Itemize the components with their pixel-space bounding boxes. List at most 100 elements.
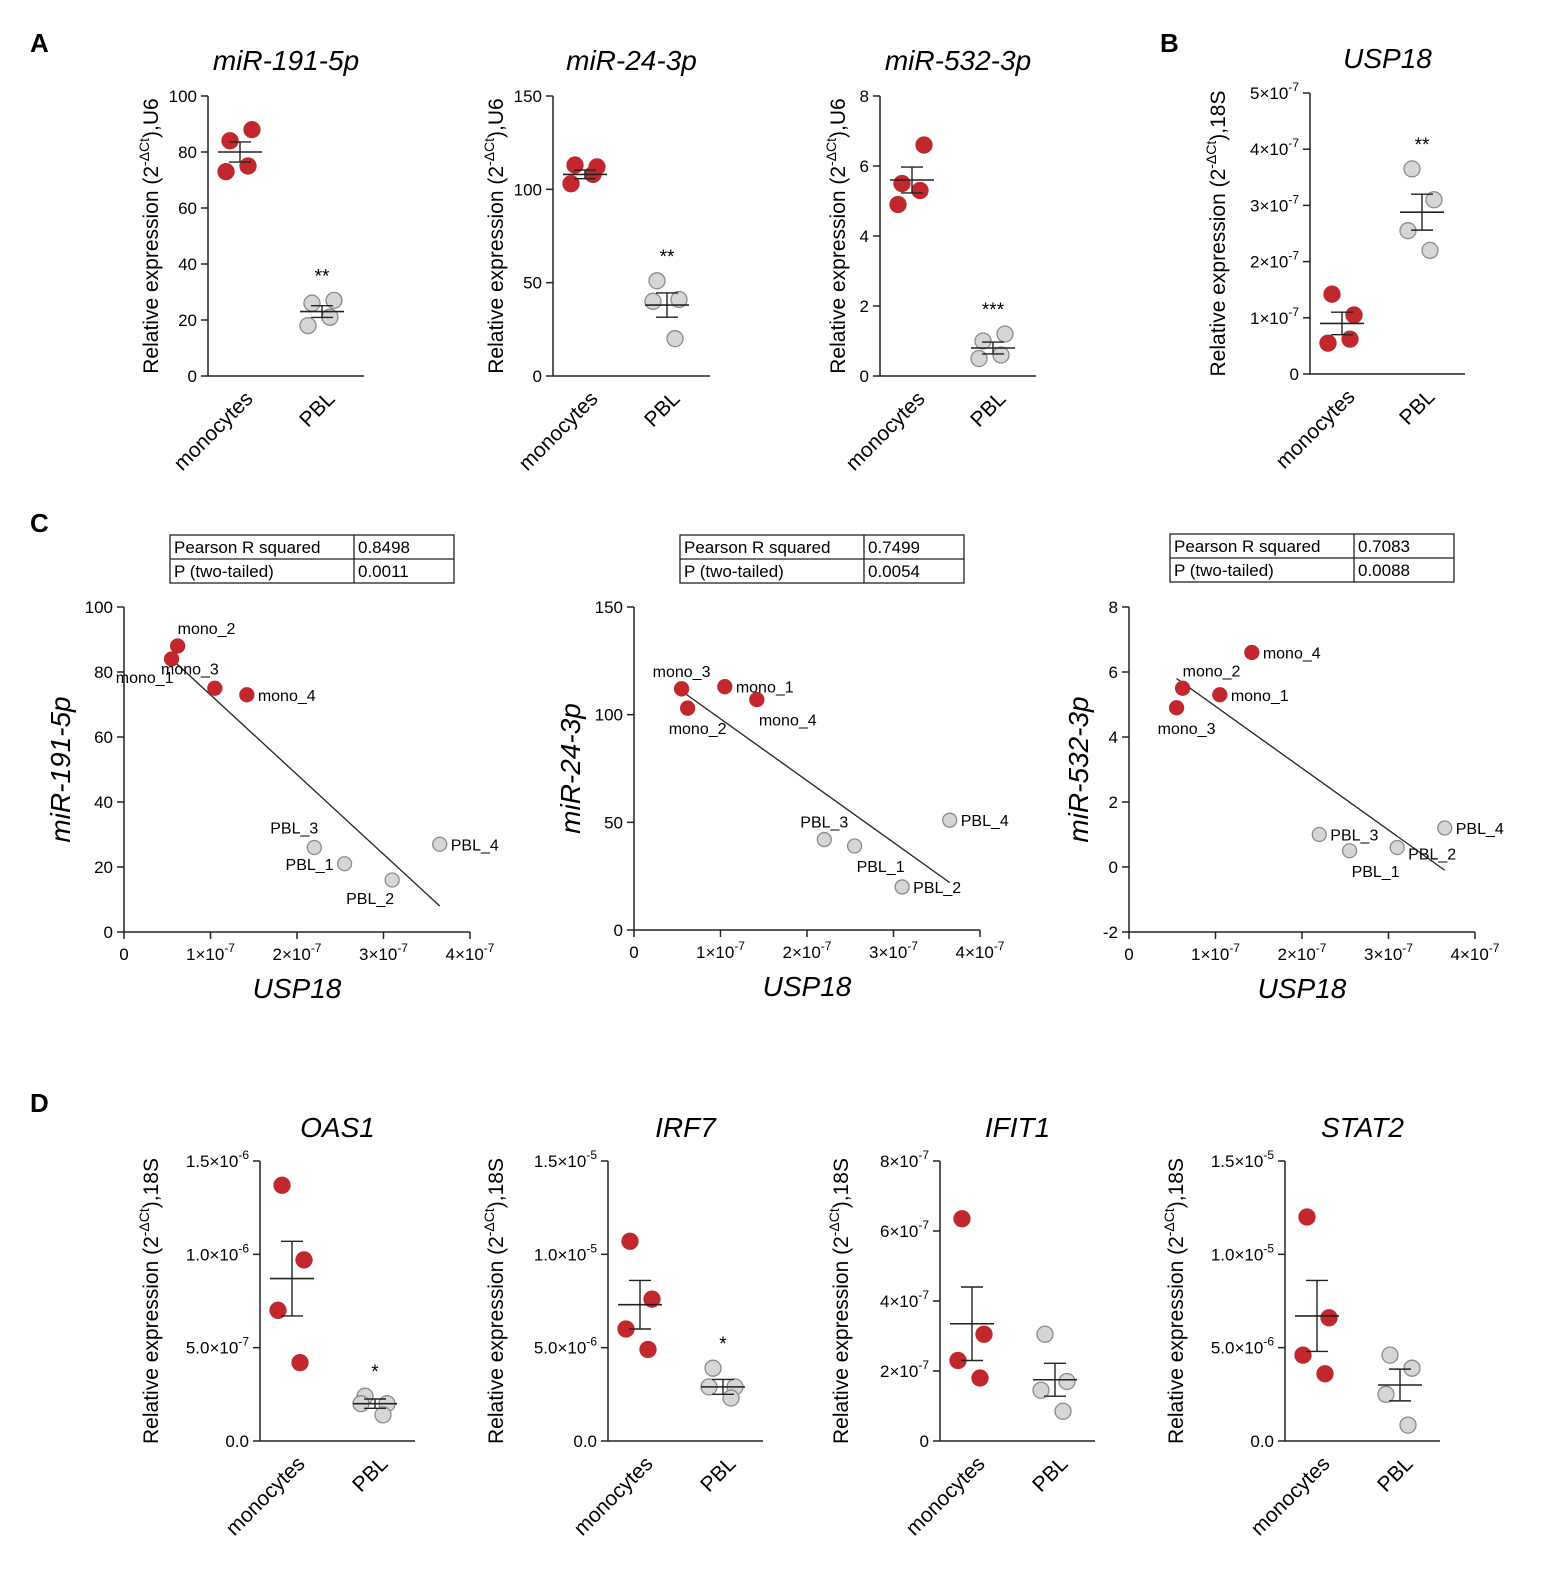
y-axis-label: Relative expression (2-ΔCt),18S (136, 1158, 163, 1444)
pbl-point (1311, 826, 1327, 843)
monocyte-point (953, 1210, 971, 1228)
y-tick-label: 6×10-7 (880, 1218, 929, 1241)
x-category-label: monocytes (841, 387, 929, 475)
chart-title: OAS1 (300, 1112, 375, 1143)
x-tick-label: 2×10-7 (1278, 941, 1327, 964)
x-category-label: monocytes (1271, 385, 1359, 473)
y-tick-label: 0 (104, 923, 113, 942)
tick-exponent: -7 (1288, 192, 1299, 206)
tick-exponent: -7 (1288, 80, 1299, 94)
tick-exponent: -5 (1263, 1241, 1274, 1255)
x-category-label: PBL (696, 1452, 740, 1496)
y-tick-label: 5.0×10-7 (186, 1335, 249, 1358)
monocyte-point (1345, 306, 1363, 324)
y-axis-label-superscript: -ΔCt (481, 138, 497, 166)
pbl-point (996, 325, 1014, 343)
pbl-point (374, 1406, 392, 1424)
y-axis-label: miR-532-3p (1063, 696, 1094, 842)
y-axis-label-superscript: -ΔCt (823, 138, 839, 166)
y-tick-label: 8 (860, 87, 869, 106)
x-tick-label: 0 (629, 943, 638, 962)
y-tick-label: 0 (1290, 365, 1299, 384)
y-axis-label-tail: ),18S (830, 1158, 853, 1208)
monocyte-point (679, 700, 696, 716)
y-axis-label: Relative expression (2-ΔCt),U6 (823, 98, 850, 373)
tick-exponent: -7 (918, 1218, 929, 1232)
dot-plot-d3: IFIT1 0 2×10-7 4×10-7 6×10-7 8×10-7 Relative e… (826, 1112, 1095, 1540)
point-label: PBL_3 (270, 821, 318, 838)
point-label: PBL_1 (286, 857, 334, 874)
pbl-point (670, 290, 688, 309)
stats-r2-label: Pearson R squared (174, 538, 320, 557)
monocyte-point (1316, 1365, 1334, 1383)
stats-r2-value: 0.7083 (1358, 537, 1410, 556)
monocyte-point (975, 1325, 993, 1343)
x-category-label: monocytes (1246, 1452, 1334, 1540)
tick-exponent: -7 (1229, 941, 1240, 955)
regression-line (1176, 677, 1446, 871)
tick-exponent: -7 (484, 941, 495, 955)
monocyte-point (673, 681, 690, 697)
y-axis-label: miR-191-5p (45, 696, 76, 842)
y-axis-label-tail: ),18S (485, 1158, 508, 1208)
x-category-label: PBL (966, 387, 1010, 431)
monocyte-point (717, 679, 733, 695)
y-tick-label: 0 (533, 367, 542, 386)
pbl-point (1403, 160, 1421, 178)
y-tick-label: 100 (169, 87, 197, 106)
y-axis-label: Relative expression (2-ΔCt),18S (826, 1158, 853, 1444)
pbl-point (306, 839, 322, 856)
y-tick-label: 5×10-7 (1250, 80, 1299, 103)
monocyte-point (639, 1340, 657, 1359)
y-axis-label-tail: ),18S (140, 1158, 163, 1208)
regression-line (681, 690, 951, 884)
y-tick-label: 1×10-7 (1250, 305, 1299, 328)
x-tick-label: 4×10-7 (1451, 941, 1500, 964)
monocyte-point (243, 120, 261, 139)
x-category-label: PBL (348, 1452, 392, 1496)
tick-exponent: -7 (311, 941, 322, 955)
pbl-point (942, 812, 958, 828)
y-tick-label: 40 (178, 255, 197, 274)
tick-exponent: -7 (1288, 305, 1299, 319)
y-tick-label: 0.0 (1250, 1432, 1274, 1451)
pbl-point (299, 316, 317, 335)
monocyte-point (893, 174, 911, 193)
chart-title: IFIT1 (985, 1112, 1050, 1143)
y-tick-label: 150 (514, 87, 542, 106)
point-label: PBL_4 (451, 837, 499, 854)
pbl-point (992, 346, 1010, 364)
pbl-point (816, 831, 832, 848)
pbl-point (846, 838, 863, 854)
tick-exponent: -7 (821, 939, 832, 953)
point-label: mono_1 (116, 670, 174, 687)
monocyte-point (915, 136, 933, 154)
chart-title: STAT2 (1321, 1112, 1404, 1143)
pbl-point (1389, 839, 1405, 856)
x-tick-label: 3×10-7 (359, 941, 408, 964)
monocyte-point (1244, 644, 1260, 661)
y-tick-label: 4 (1109, 728, 1118, 747)
significance-marker: ** (1415, 135, 1430, 156)
stats-p-value: 0.0011 (358, 562, 409, 581)
y-tick-label: 20 (178, 311, 197, 330)
pbl-point (1032, 1381, 1050, 1399)
point-label: mono_2 (1183, 663, 1241, 680)
y-axis-label-superscript: -ΔCt (1203, 141, 1219, 169)
chart-title: IRF7 (655, 1112, 717, 1143)
y-tick-label: 100 (595, 706, 623, 725)
tick-exponent: -7 (918, 1148, 929, 1162)
y-tick-label: -2 (1103, 923, 1118, 942)
x-tick-label: 4×10-7 (956, 939, 1005, 962)
y-tick-label: 80 (94, 663, 113, 682)
y-axis-label-tail: ),U6 (140, 98, 163, 138)
y-tick-label: 0 (920, 1432, 929, 1451)
monocyte-point (971, 1369, 989, 1387)
x-tick-label: 4×10-7 (446, 941, 495, 964)
pbl-point (1381, 1346, 1399, 1364)
correlation-plot-c2: Pearson R squared 0.7499 P (two-tailed) 0.0… (555, 534, 1009, 1002)
y-tick-label: 0.0 (225, 1432, 249, 1451)
pbl-point (336, 856, 353, 872)
